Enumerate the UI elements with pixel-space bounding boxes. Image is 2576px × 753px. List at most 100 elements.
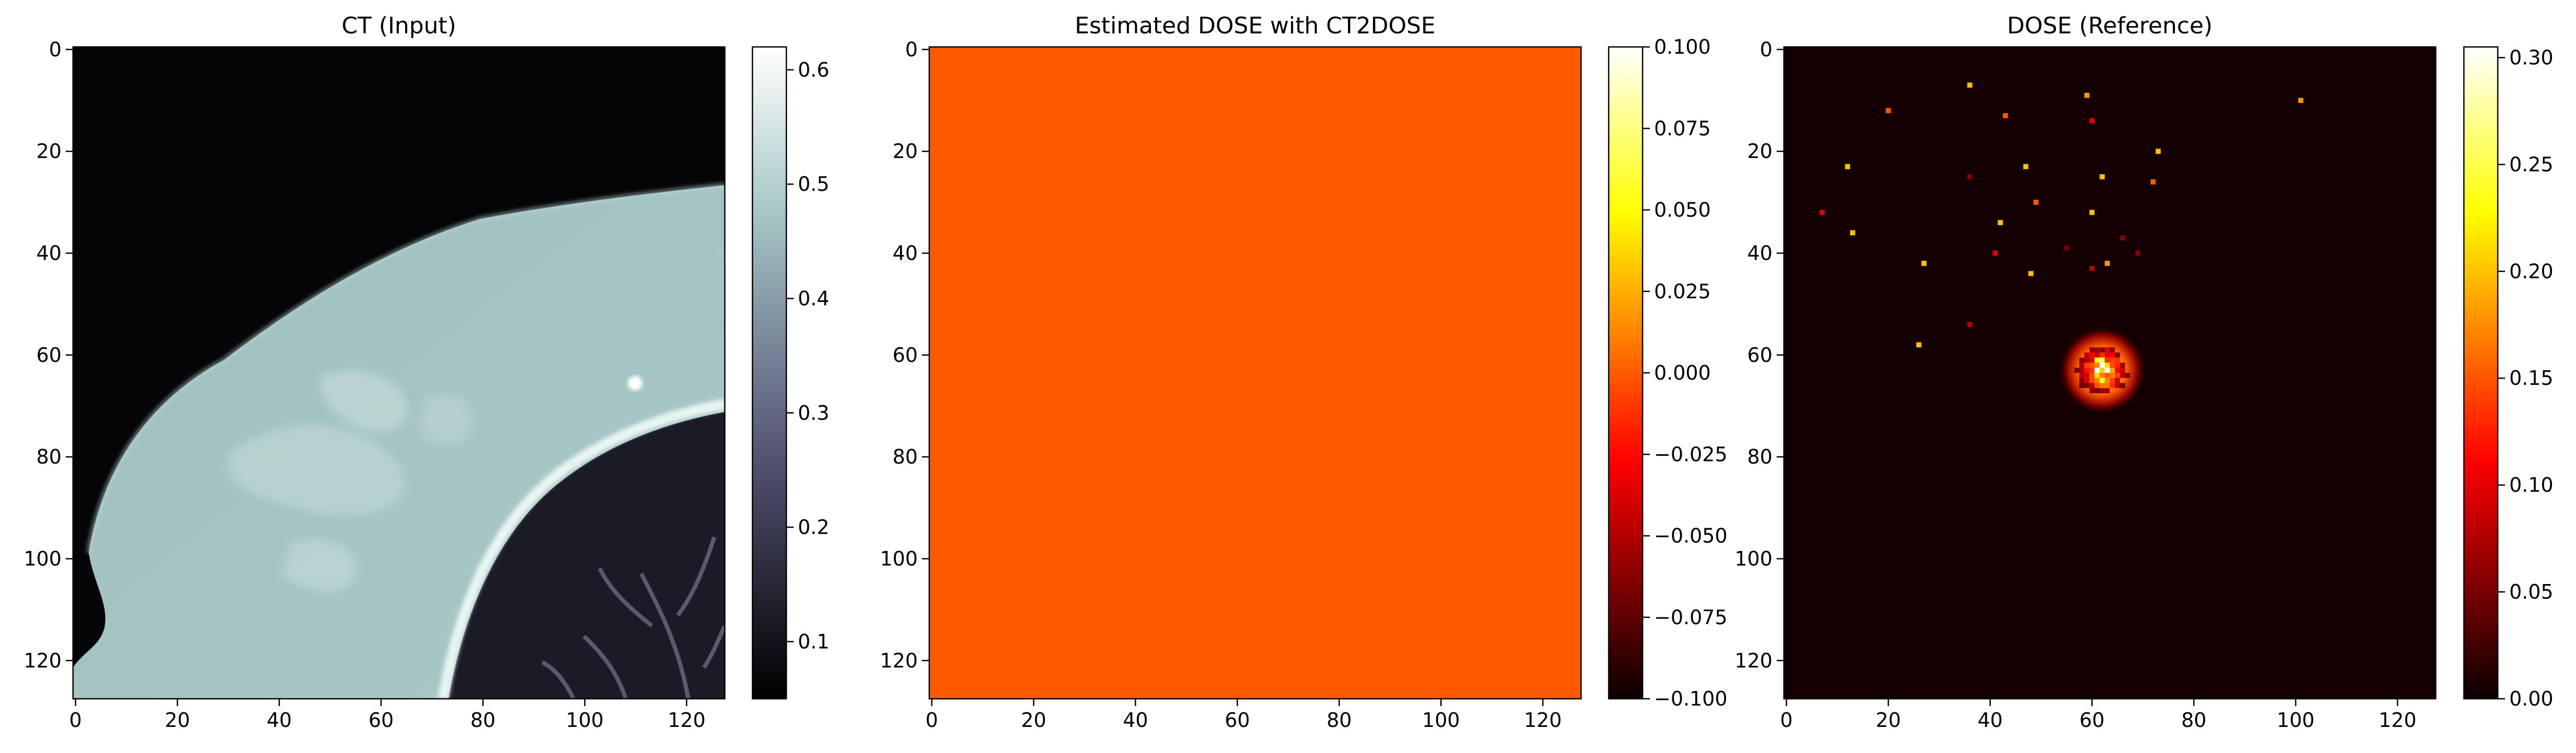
colorbar-ticks: 0.1 0.2 0.3 0.4 0.5 0.6 bbox=[786, 58, 829, 653]
hotspot-pixel bbox=[2094, 388, 2100, 394]
colorbar-tick-label: 0.025 bbox=[1654, 280, 1711, 303]
x-tick-label: 40 bbox=[1977, 709, 2002, 732]
hotspot-pixel bbox=[2094, 352, 2100, 358]
x-tick-label: 60 bbox=[369, 709, 394, 732]
dose-point bbox=[2084, 92, 2089, 98]
dose-point bbox=[2064, 245, 2069, 251]
panel-title: DOSE (Reference) bbox=[2007, 13, 2213, 39]
x-tick-label: 40 bbox=[266, 709, 291, 732]
axes-frame bbox=[72, 46, 726, 700]
x-tick-label: 100 bbox=[566, 709, 604, 732]
x-tick-label: 80 bbox=[2181, 709, 2206, 732]
x-axis: 0 20 40 60 80 100 120 bbox=[926, 699, 1562, 732]
hotspot-pixel bbox=[2105, 388, 2110, 394]
hotspot-pixel bbox=[2084, 357, 2089, 363]
estimated-dose-image bbox=[929, 47, 1581, 699]
dose-point bbox=[2089, 118, 2095, 124]
dose-point bbox=[1967, 82, 1973, 88]
x-tick-label: 80 bbox=[470, 709, 495, 732]
ct-lung bbox=[448, 412, 725, 699]
x-tick-label: 0 bbox=[926, 709, 938, 732]
colorbar-tick-label: 0.100 bbox=[1654, 35, 1711, 58]
colorbar: 0.1 0.2 0.3 0.4 0.5 0.6 bbox=[751, 46, 829, 700]
colorbar-tick-label: 0.1 bbox=[798, 630, 829, 653]
x-tick-label: 20 bbox=[1021, 709, 1046, 732]
ct-glandular-texture bbox=[227, 371, 472, 591]
y-tick-label: 80 bbox=[37, 445, 62, 468]
hotspot-pixel bbox=[2110, 383, 2115, 388]
colorbar-ticks: 0.00 0.05 0.10 0.15 0.20 0.25 0.30 bbox=[2498, 46, 2554, 710]
colorbar-tick-label: 0.00 bbox=[2509, 687, 2554, 710]
hotspot-pixel bbox=[2105, 383, 2110, 388]
hotspot-pixel bbox=[2084, 383, 2089, 388]
hotspot-pixel bbox=[2110, 352, 2115, 358]
dose-scatter-points bbox=[1819, 82, 2304, 348]
hotspot-pixel bbox=[2089, 388, 2095, 394]
x-tick-label: 80 bbox=[1327, 709, 1352, 732]
hotspot-pixel bbox=[2099, 352, 2105, 358]
hotspot-pixel bbox=[2125, 373, 2131, 378]
x-tick-label: 120 bbox=[1524, 709, 1562, 732]
hotspot-pixel bbox=[2120, 368, 2125, 373]
x-tick-label: 120 bbox=[2378, 709, 2416, 732]
dose-point bbox=[2023, 164, 2028, 169]
hotspot-pixel bbox=[2120, 383, 2125, 388]
hotspot-pixel bbox=[2115, 352, 2120, 358]
dose-point bbox=[1845, 164, 1850, 169]
hotspot-pixel bbox=[2079, 357, 2085, 363]
hotspot-pixel bbox=[2079, 373, 2085, 378]
y-tick-label: 20 bbox=[1747, 140, 1772, 163]
hotspot-pixel bbox=[2089, 347, 2095, 353]
colorbar-tick-label: 0.3 bbox=[798, 402, 829, 424]
dose-point bbox=[2155, 149, 2161, 154]
axes-frame bbox=[928, 46, 1582, 700]
dose-hotspot bbox=[2058, 326, 2147, 415]
y-tick-label: 100 bbox=[1734, 547, 1772, 570]
y-axis: 0 20 40 60 80 100 120 bbox=[1734, 38, 1784, 672]
hotspot-pixel bbox=[2120, 373, 2125, 378]
hotspot-pixel bbox=[2089, 368, 2095, 373]
colorbar-ticks: 0.100 0.075 0.050 0.025 0.000 −0.025 −0.050 −0.… bbox=[1643, 35, 1728, 710]
ct-lung-vessels bbox=[541, 536, 725, 699]
y-axis: 0 20 40 60 80 100 120 bbox=[23, 38, 73, 672]
colorbar-tick-label: 0.000 bbox=[1654, 361, 1711, 384]
hotspot-pixel bbox=[2089, 362, 2095, 368]
colorbar-tick-label: 0.075 bbox=[1654, 117, 1711, 140]
hotspot-pixel bbox=[2105, 368, 2110, 373]
x-tick-label: 20 bbox=[1876, 709, 1901, 732]
dose-point bbox=[2120, 235, 2125, 241]
dose-point bbox=[2099, 174, 2105, 179]
colorbar-tick-label: 0.4 bbox=[798, 287, 829, 310]
hotspot-pixel bbox=[2110, 357, 2115, 363]
hotspot-pixel bbox=[2115, 368, 2120, 373]
hotspot-pixel bbox=[2094, 362, 2100, 368]
y-tick-label: 60 bbox=[1747, 344, 1772, 367]
hotspot-pixel bbox=[2105, 357, 2110, 363]
x-tick-label: 60 bbox=[2080, 709, 2105, 732]
colorbar: 0.100 0.075 0.050 0.025 0.000 −0.025 −0.050 −0.… bbox=[1608, 35, 1728, 710]
hotspot-pixel bbox=[2089, 352, 2095, 358]
y-axis: 0 20 40 60 80 100 120 bbox=[880, 38, 929, 672]
x-tick-label: 40 bbox=[1123, 709, 1148, 732]
dose-point bbox=[2298, 98, 2304, 103]
ct-bright-spot bbox=[628, 376, 642, 391]
hotspot-pixel bbox=[2089, 383, 2095, 388]
x-axis: 0 20 40 60 80 100 120 bbox=[1780, 699, 2416, 732]
colorbar-tick-label: −0.075 bbox=[1654, 606, 1728, 629]
y-tick-label: 20 bbox=[37, 140, 62, 163]
y-tick-label: 120 bbox=[880, 649, 918, 672]
y-tick-label: 120 bbox=[1734, 649, 1772, 672]
hotspot-pixel bbox=[2105, 352, 2110, 358]
hotspot-pixel bbox=[2105, 373, 2110, 378]
hotspot-pixel bbox=[2115, 362, 2120, 368]
colorbar-tick-label: −0.100 bbox=[1654, 687, 1728, 710]
y-tick-label: 60 bbox=[37, 344, 62, 367]
hotspot-pixel bbox=[2105, 362, 2110, 368]
dose-point bbox=[1886, 108, 1891, 113]
colorbar-tick-label: 0.5 bbox=[798, 173, 829, 196]
colorbar-tick-label: 0.25 bbox=[2509, 153, 2554, 176]
panel-title: Estimated DOSE with CT2DOSE bbox=[1075, 13, 1436, 39]
hotspot-pixel bbox=[2079, 362, 2085, 368]
dose-point bbox=[1819, 210, 1825, 215]
dose-point bbox=[2033, 199, 2039, 205]
